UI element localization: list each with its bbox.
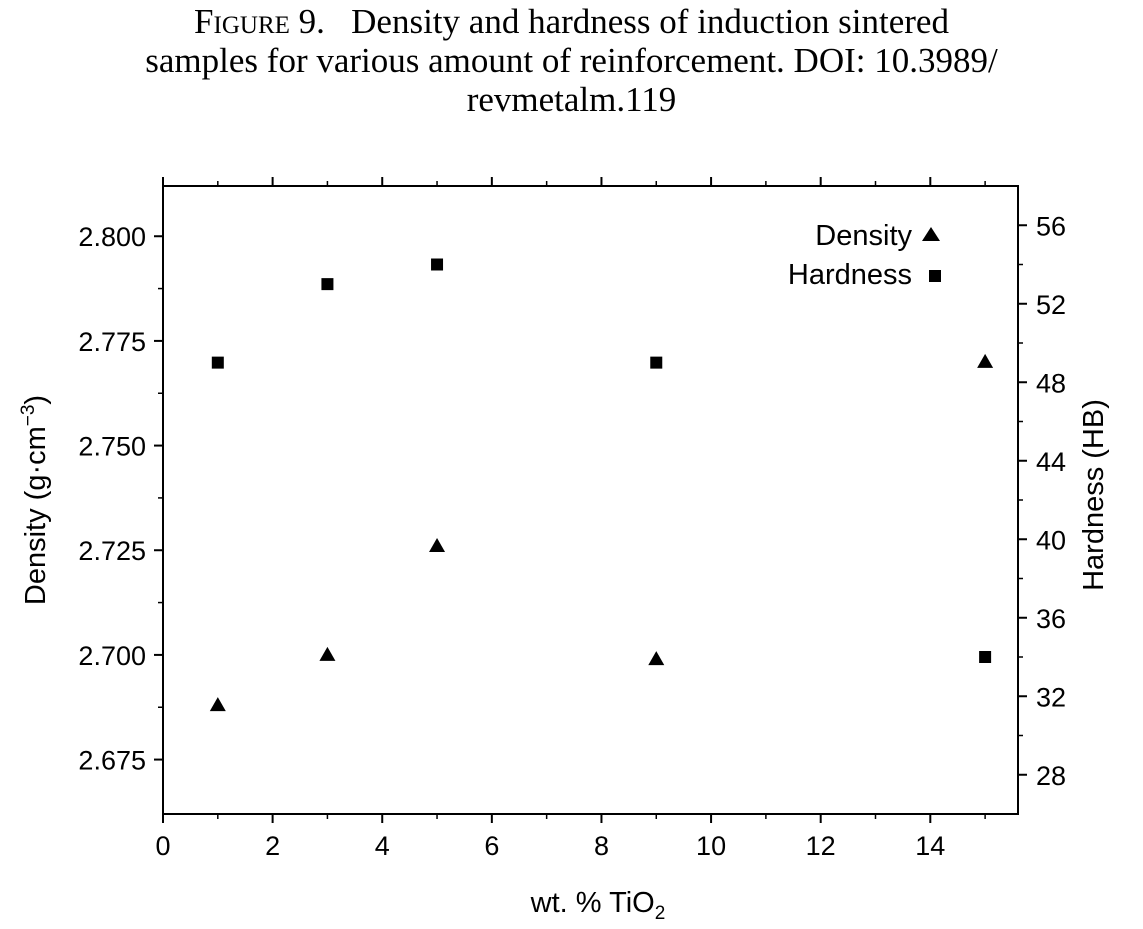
y-right-tick-label: 32: [1036, 682, 1066, 712]
x-tick-label: 0: [155, 831, 170, 861]
legend-label-density: Density: [815, 220, 912, 252]
y-right-tick-label: 52: [1036, 290, 1066, 320]
y-right-axis-title: Hardness (HB): [1078, 399, 1110, 591]
ticks-layer: 0 2 4 6 8 10 12 14 2.675 2.700 2.725 2.750 2.775 2.80…: [78, 177, 1066, 861]
y-right-tick-label: 56: [1036, 211, 1066, 241]
y-left-tick-label: 2.800: [78, 222, 146, 252]
legend: Density Hardness: [788, 220, 941, 291]
x-tick-label: 6: [484, 831, 499, 861]
caption-line-3: revmetalm.119: [466, 80, 677, 119]
y-left-tick-label: 2.725: [78, 536, 146, 566]
y-right-tick-label: 44: [1036, 447, 1066, 477]
y-right-tick-label: 36: [1036, 604, 1066, 634]
y-left-axis-title: Density (g·cm−3): [18, 395, 52, 605]
hardness-point: [431, 258, 444, 271]
y-left-tick-label: 2.750: [78, 432, 146, 462]
density-point: [209, 697, 226, 712]
density-point: [648, 651, 665, 666]
caption-line-2: samples for various amount of reinforcem…: [145, 41, 998, 80]
hardness-point: [979, 651, 992, 663]
hardness-point: [211, 356, 224, 369]
legend-marker-density: [922, 227, 940, 241]
x-tick-label: 4: [375, 831, 390, 861]
x-axis-title-main: wt. % TiO: [530, 887, 655, 919]
x-tick-label: 8: [594, 831, 609, 861]
density-point: [319, 646, 336, 661]
legend-marker-hardness: [929, 270, 941, 282]
x-axis-title-sub: 2: [655, 903, 666, 924]
hardness-point: [650, 356, 663, 369]
density-point: [977, 353, 994, 368]
y-left-axis-title-main: Density (g·cm: [20, 426, 52, 605]
caption-line-1: Density and hardness of induction sinter…: [351, 2, 949, 41]
density-point: [429, 538, 446, 553]
x-tick-label: 12: [806, 831, 836, 861]
y-right-tick-label: 28: [1036, 761, 1066, 791]
y-left-tick-label: 2.675: [78, 746, 146, 776]
y-left-axis-title-close: ): [20, 395, 52, 405]
y-right-tick-label: 48: [1036, 368, 1066, 398]
x-tick-label: 10: [696, 831, 726, 861]
y-right-tick-label: 40: [1036, 525, 1066, 555]
x-tick-label: 14: [915, 831, 945, 861]
y-left-axis-title-sup: −3: [18, 405, 39, 427]
marks-layer: [209, 258, 994, 712]
x-tick-label: 2: [265, 831, 280, 861]
x-axis-title: wt. % TiO2: [530, 887, 666, 924]
figure-label: Figure 9.: [194, 2, 325, 41]
y-left-tick-label: 2.775: [78, 327, 146, 357]
legend-label-hardness: Hardness: [788, 259, 912, 291]
y-left-tick-label: 2.700: [78, 641, 146, 671]
figure-caption: Figure 9. Density and hardness of induct…: [0, 0, 1143, 119]
hardness-point: [321, 278, 334, 291]
